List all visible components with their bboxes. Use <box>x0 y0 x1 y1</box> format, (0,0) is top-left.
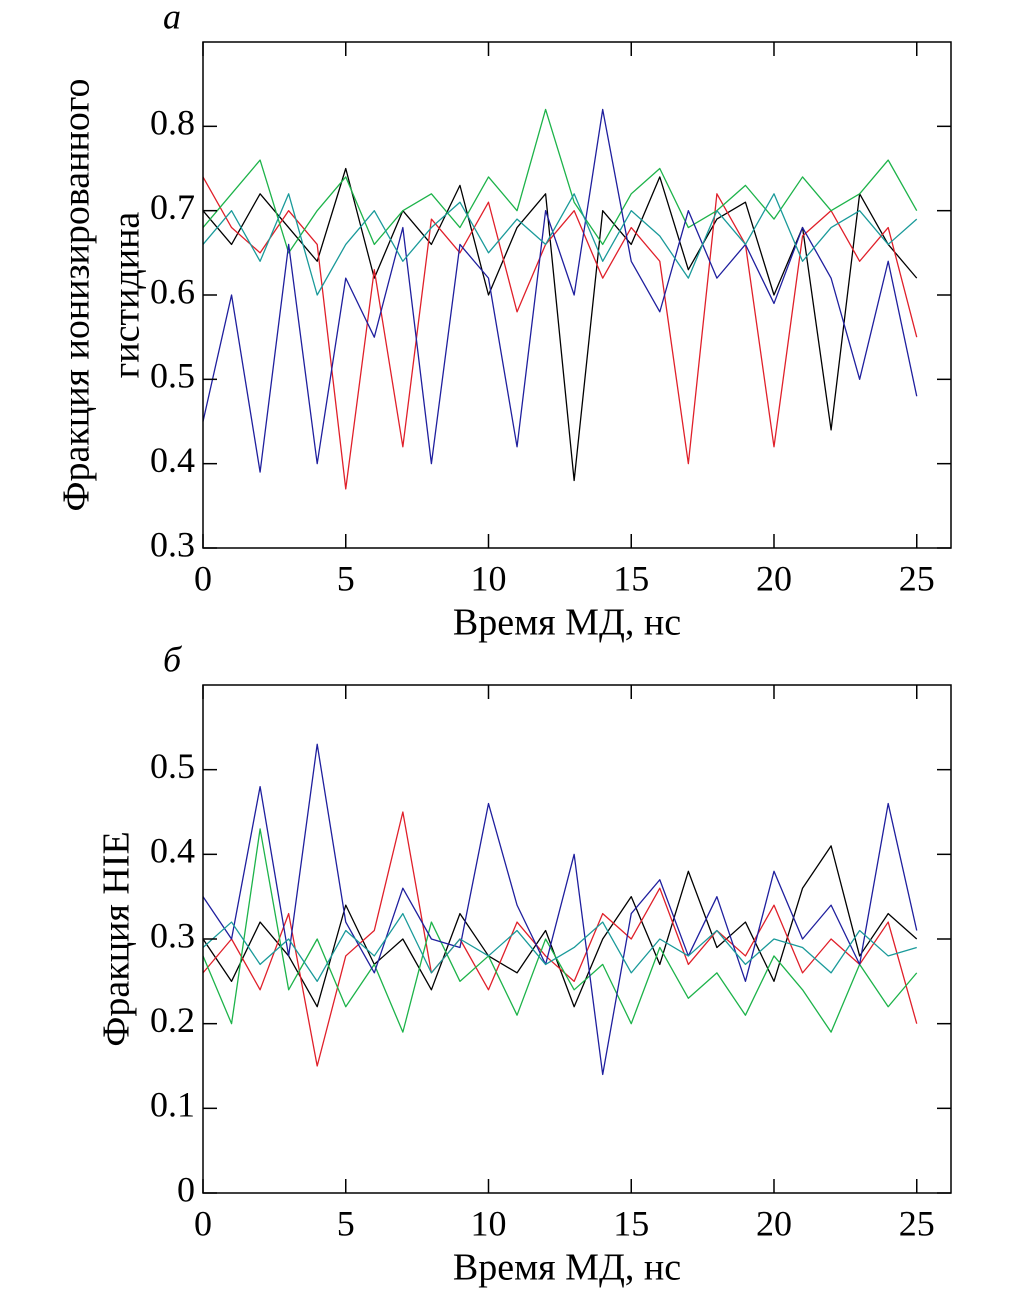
data-line <box>202 811 918 1067</box>
panel-label: б <box>163 639 183 679</box>
x-tick-label: 20 <box>756 558 792 598</box>
y-tick-label: 0.5 <box>150 746 195 786</box>
y-axis-label: гистидина <box>106 212 148 379</box>
x-tick-label: 15 <box>613 1203 649 1243</box>
y-tick-label: 0.3 <box>150 524 195 564</box>
x-tick-label: 10 <box>470 558 506 598</box>
x-tick-label: 20 <box>756 1203 792 1243</box>
x-tick-label: 0 <box>194 1203 212 1243</box>
y-tick-label: 0.3 <box>150 915 195 955</box>
x-tick-label: 25 <box>899 1203 935 1243</box>
x-axis-label: Время МД, нс <box>453 1247 681 1289</box>
y-tick-label: 0.4 <box>150 831 195 871</box>
x-tick-label: 0 <box>194 558 212 598</box>
y-tick-label: 0.2 <box>150 1000 195 1040</box>
data-line <box>202 193 918 296</box>
data-line <box>202 176 918 490</box>
x-tick-label: 5 <box>337 558 355 598</box>
data-line <box>202 743 918 1076</box>
y-tick-label: 0.6 <box>150 271 195 311</box>
x-axis-label: Время МД, нс <box>453 602 681 644</box>
plot-frame <box>202 41 952 549</box>
x-tick-label: 15 <box>613 558 649 598</box>
panel-label: а <box>163 0 181 36</box>
x-tick-label: 5 <box>337 1203 355 1243</box>
x-tick-label: 10 <box>470 1203 506 1243</box>
y-tick-label: 0.1 <box>150 1085 195 1125</box>
data-line <box>202 845 918 1008</box>
data-line <box>202 108 918 473</box>
data-line <box>202 167 918 482</box>
y-tick-label: 0.4 <box>150 440 195 480</box>
data-line <box>202 912 917 982</box>
y-tick-label: 0.8 <box>150 103 195 143</box>
y-axis-label: Фракция ионизированного <box>56 79 98 512</box>
data-line <box>202 828 918 1033</box>
y-tick-label: 0 <box>177 1169 195 1209</box>
y-tick-label: 0.5 <box>150 356 195 396</box>
data-line <box>202 108 918 254</box>
y-tick-label: 0.7 <box>150 187 195 227</box>
x-tick-label: 25 <box>899 558 935 598</box>
y-axis-label: Фракция HIE <box>96 831 138 1046</box>
